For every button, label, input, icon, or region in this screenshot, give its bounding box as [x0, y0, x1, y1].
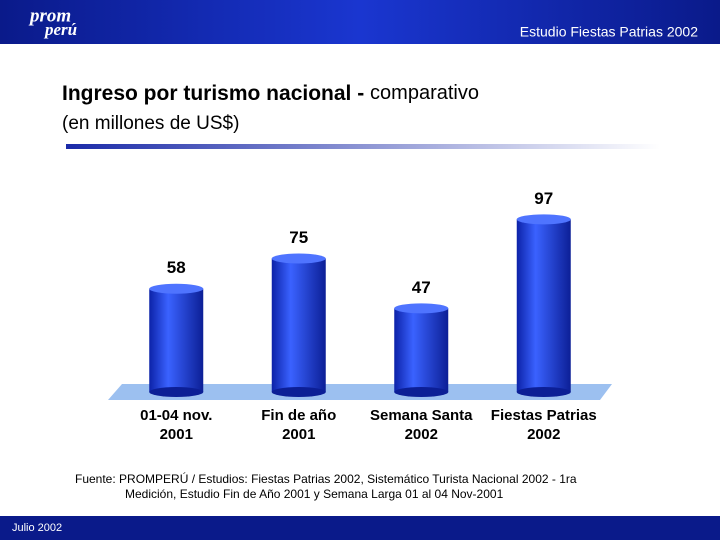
- chart-title: Ingreso por turismo nacional - comparati…: [62, 82, 479, 105]
- bar-top: [516, 214, 571, 225]
- header-caption: Estudio Fiestas Patrias 2002: [520, 24, 698, 40]
- title-rule: [66, 144, 660, 149]
- bar-base: [149, 387, 204, 397]
- x-tick-label: Fin de año 2001: [261, 407, 336, 443]
- chart-floor: [108, 384, 612, 400]
- footer-bar: [0, 516, 720, 540]
- source-line: Fuente: PROMPERÚ / Estudios: Fiestas Pat…: [75, 471, 577, 486]
- bar: [394, 308, 449, 392]
- value-label: 97: [534, 189, 553, 208]
- bar-base: [271, 387, 326, 397]
- title-main: Ingreso por turismo nacional -: [62, 82, 364, 105]
- bar-base: [516, 387, 571, 397]
- x-tick-label: Semana Santa 2002: [370, 407, 473, 443]
- x-tick-label: 01-04 nov. 2001: [140, 407, 212, 443]
- value-label: 58: [167, 258, 186, 277]
- title-suffix: comparativo: [370, 82, 479, 104]
- chart-subtitle: (en millones de US$): [62, 113, 239, 134]
- bars: 01-04 nov. 2001 58 Fin de año 2001 75 Semana S…: [140, 189, 597, 443]
- source-line: Medición, Estudio Fin de Año 2001 y Sema…: [125, 487, 504, 501]
- bar: [149, 288, 204, 392]
- bar-base: [394, 387, 449, 397]
- bar: [516, 219, 571, 392]
- logo: prom: [28, 5, 71, 26]
- header-edge: [0, 44, 720, 47]
- value-label: 75: [289, 228, 308, 247]
- x-tick-label: Fiestas Patrias 2002: [491, 407, 597, 443]
- bar-top: [394, 303, 449, 314]
- bar-top: [149, 283, 204, 294]
- footer-date: Julio 2002: [12, 522, 62, 534]
- bar: [271, 258, 326, 392]
- header-bar: [0, 0, 720, 46]
- bar-top: [271, 253, 326, 264]
- value-label: 47: [412, 278, 431, 297]
- logo: perú: [43, 20, 77, 39]
